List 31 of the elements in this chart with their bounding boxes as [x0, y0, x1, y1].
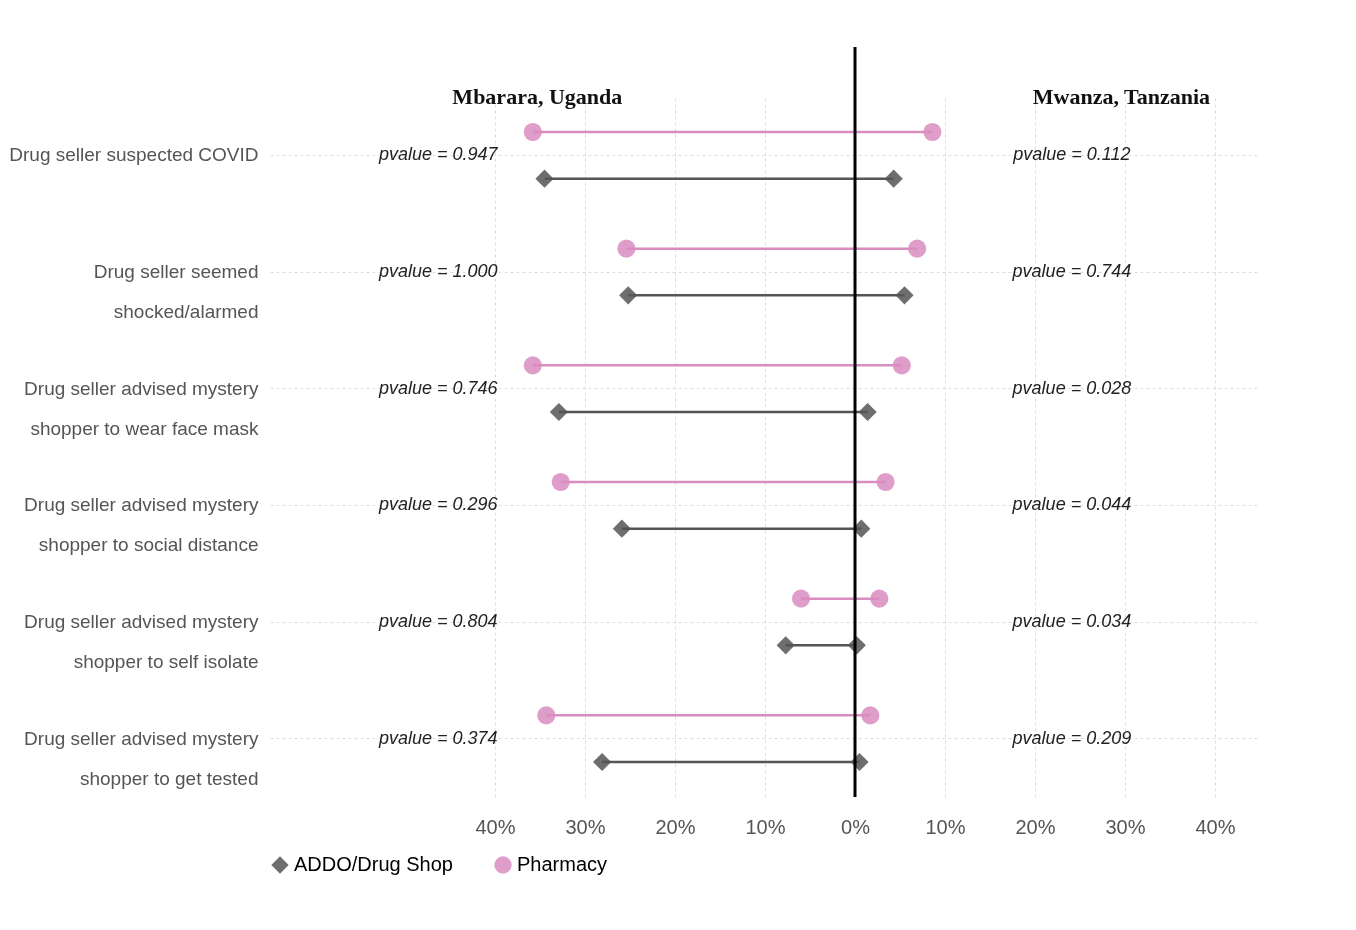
x-tick-label: 40% [475, 815, 516, 838]
annotation: pvalue = 0.209 [1011, 727, 1132, 748]
annotation: Mbarara, Uganda [452, 84, 623, 109]
x-tick-label: 30% [1105, 815, 1146, 838]
y-tick-label: Drug seller seemed shocked/alarmed [93, 261, 259, 322]
x-tick-label: 10% [925, 815, 966, 838]
x-tick-label: 40% [1195, 815, 1236, 838]
x-tick-label: 0% [841, 815, 871, 838]
legend-label: ADDO/Drug Shop [294, 853, 453, 875]
legend-label: Pharmacy [517, 853, 608, 875]
annotation: pvalue = 0.947 [378, 144, 499, 165]
annotation: pvalue = 0.374 [378, 727, 498, 748]
annotation: pvalue = 0.746 [378, 377, 499, 398]
annotation: pvalue = 0.804 [378, 611, 498, 631]
annotation: pvalue = 0.744 [1011, 261, 1132, 281]
annotation: pvalue = 0.028 [1011, 377, 1132, 398]
annotation: pvalue = 0.296 [378, 494, 499, 515]
x-tick-label: 20% [655, 815, 696, 838]
annotation: pvalue = 0.044 [1011, 494, 1132, 515]
annotation: pvalue = 0.034 [1011, 611, 1132, 631]
y-tick-label: Drug seller advised mystery shopper to self isolate [24, 611, 259, 672]
annotation: pvalue = 0.112 [1012, 144, 1131, 165]
x-tick-label: 10% [745, 815, 786, 838]
y-tick-label: Drug seller advised mystery shopper to wear face mask [24, 377, 259, 439]
x-tick-label: 20% [1015, 815, 1056, 838]
annotation: pvalue = 1.000 [378, 261, 498, 281]
x-tick-label: 30% [565, 815, 606, 838]
annotation: Mwanza, Tanzania [1032, 84, 1211, 109]
y-tick-label: Drug seller suspected COVID [9, 144, 259, 166]
y-tick-label: Drug seller advised mystery shopper to social distance [24, 494, 259, 556]
y-tick-label: Drug seller advised mystery shopper to get tested [24, 727, 259, 789]
